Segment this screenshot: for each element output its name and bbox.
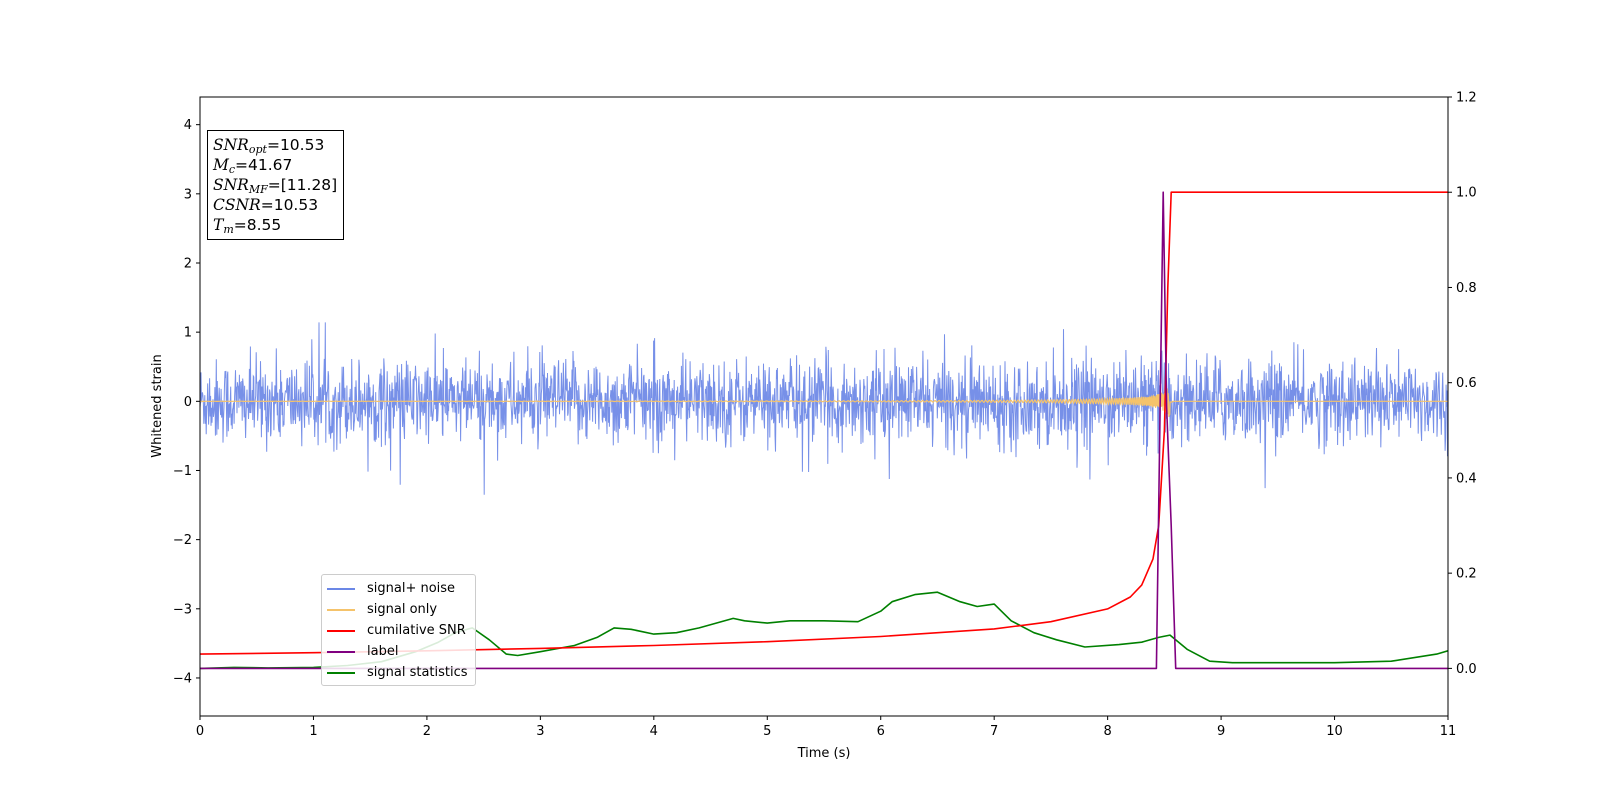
- legend-entry-signal-noise: signal+ noise: [327, 578, 468, 599]
- x-tick-label: 9: [1217, 724, 1225, 739]
- y-left-tick-label: −4: [173, 671, 192, 686]
- y-left-tick-label: 1: [184, 326, 192, 341]
- legend-swatch: [327, 650, 355, 653]
- legend-entry-signal-statistics: signal statistics: [327, 662, 468, 683]
- snr-mf-line: SNRMF=[11.28]: [213, 176, 338, 196]
- y-axis-label: Whitened strain: [150, 354, 165, 457]
- y-left-tick-label: 3: [184, 187, 192, 202]
- x-tick-label: 8: [1103, 724, 1111, 739]
- series-signal-only: [200, 388, 1448, 418]
- y-left-tick-label: 4: [184, 118, 192, 133]
- x-tick-label: 4: [650, 724, 658, 739]
- x-axis-label: Time (s): [797, 746, 851, 761]
- csnr-line: CSNR=10.53: [213, 196, 319, 214]
- plot-frame: [199, 96, 1449, 717]
- x-tick-label: 11: [1440, 724, 1457, 739]
- snr-opt-line: SNRopt=10.53: [213, 136, 325, 156]
- x-tick-label: 1: [309, 724, 317, 739]
- y-left-tick-label: 0: [184, 395, 192, 410]
- y-right-tick-label: 0.0: [1456, 662, 1477, 677]
- y-left-tick-label: −2: [173, 533, 192, 548]
- legend: signal+ noise signal only cumilative SNR…: [321, 574, 476, 686]
- y-axis-right: 0.0 0.2 0.4 0.6 0.8 1.0 1.2: [1448, 91, 1477, 677]
- legend-entry-label: label: [327, 641, 468, 662]
- legend-swatch: [327, 587, 355, 590]
- x-tick-label: 5: [763, 724, 771, 739]
- y-left-tick-label: −1: [173, 464, 192, 479]
- y-right-tick-label: 0.4: [1456, 471, 1477, 486]
- x-tick-label: 7: [990, 724, 998, 739]
- y-right-tick-label: 0.2: [1456, 567, 1477, 582]
- y-left-tick-label: −3: [173, 602, 192, 617]
- stats-annotation-box: SNRopt=10.53 Mc=41.67 SNRMF=[11.28] CSNR…: [207, 130, 345, 240]
- x-tick-label: 0: [196, 724, 204, 739]
- series-signal-noise: [200, 322, 1448, 495]
- x-tick-label: 10: [1326, 724, 1343, 739]
- legend-swatch: [327, 629, 355, 632]
- y-right-tick-label: 1.0: [1456, 186, 1477, 201]
- x-tick-label: 3: [536, 724, 544, 739]
- series-cumulative-snr: [200, 191, 1448, 655]
- y-right-tick-label: 0.8: [1456, 281, 1477, 296]
- legend-entry-cumulative-snr: cumilative SNR: [327, 620, 468, 641]
- y-right-tick-label: 0.6: [1456, 376, 1477, 391]
- x-tick-label: 2: [423, 724, 431, 739]
- mc-line: Mc=41.67: [213, 156, 293, 176]
- series-label: [200, 191, 1448, 670]
- y-axis-left: −4 −3 −2 −1 0 1 2 3 4: [173, 118, 200, 686]
- x-tick-label: 6: [877, 724, 885, 739]
- y-left-tick-label: 2: [184, 256, 192, 271]
- x-axis: 0 1 2 3 4 5 6 7 8 9 10 11: [196, 716, 1456, 739]
- tm-line: Tm=8.55: [213, 216, 282, 236]
- legend-swatch: [327, 671, 355, 674]
- legend-swatch: [327, 608, 355, 611]
- y-right-tick-label: 1.2: [1456, 91, 1477, 106]
- legend-entry-signal-only: signal only: [327, 599, 468, 620]
